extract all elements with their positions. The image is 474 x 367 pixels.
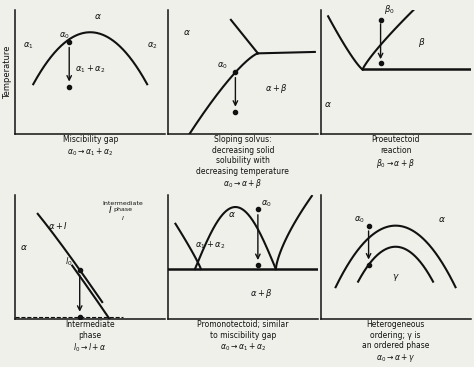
Text: $\alpha + \beta$: $\alpha + \beta$ <box>250 287 273 301</box>
Text: $\beta_0$: $\beta_0$ <box>383 3 394 17</box>
X-axis label: Heterogeneous
ordering; γ is
an ordered phase
$\alpha_0 \rightarrow \alpha + \ga: Heterogeneous ordering; γ is an ordered … <box>362 320 429 364</box>
Text: $\alpha$: $\alpha$ <box>438 215 446 224</box>
Text: $\alpha_1$: $\alpha_1$ <box>23 40 33 51</box>
Text: $\alpha$: $\alpha$ <box>94 12 101 21</box>
Text: $\alpha_0$: $\alpha_0$ <box>59 30 70 41</box>
Text: $I$: $I$ <box>108 204 113 215</box>
Text: $\gamma$: $\gamma$ <box>392 272 400 283</box>
Text: $\alpha + \beta$: $\alpha + \beta$ <box>265 81 288 95</box>
Text: $\alpha_1 + \alpha_2$: $\alpha_1 + \alpha_2$ <box>75 64 105 76</box>
Text: $l_0$: $l_0$ <box>65 256 73 268</box>
Text: $\alpha$: $\alpha$ <box>183 28 191 37</box>
Text: $\alpha_1 + \alpha_2$: $\alpha_1 + \alpha_2$ <box>195 240 225 251</box>
Text: $\alpha + I$: $\alpha + I$ <box>48 220 68 231</box>
X-axis label: Sloping solvus:
decreasing solid
solubility with
decreasing temperature
$\alpha_: Sloping solvus: decreasing solid solubil… <box>196 135 289 190</box>
Text: $\beta$: $\beta$ <box>418 36 426 49</box>
Text: $\alpha_0$: $\alpha_0$ <box>218 60 228 71</box>
Text: Intermediate
phase
$I$: Intermediate phase $I$ <box>103 201 144 222</box>
Text: $\alpha_2$: $\alpha_2$ <box>147 40 158 51</box>
Text: $\alpha_0$: $\alpha_0$ <box>261 199 272 209</box>
X-axis label: Miscibility gap
$\alpha_0 \rightarrow \alpha_1 + \alpha_2$: Miscibility gap $\alpha_0 \rightarrow \a… <box>63 135 118 157</box>
Y-axis label: Temperature: Temperature <box>3 45 12 99</box>
Text: $\alpha$: $\alpha$ <box>20 243 27 252</box>
X-axis label: Intermediate
phase
$l_0 \rightarrow l + \alpha$: Intermediate phase $l_0 \rightarrow l + … <box>65 320 115 354</box>
X-axis label: Promonotectoid; similar
to miscibility gap
$\alpha_0 \rightarrow \alpha_1 + \alp: Promonotectoid; similar to miscibility g… <box>197 320 289 353</box>
Text: $\alpha$: $\alpha$ <box>324 100 331 109</box>
Text: $\alpha$: $\alpha$ <box>228 210 236 219</box>
X-axis label: Proeutectoid
reaction
$\beta_0 \rightarrow \alpha + \beta$: Proeutectoid reaction $\beta_0 \rightarr… <box>371 135 420 170</box>
Text: $\alpha_0$: $\alpha_0$ <box>354 215 365 225</box>
